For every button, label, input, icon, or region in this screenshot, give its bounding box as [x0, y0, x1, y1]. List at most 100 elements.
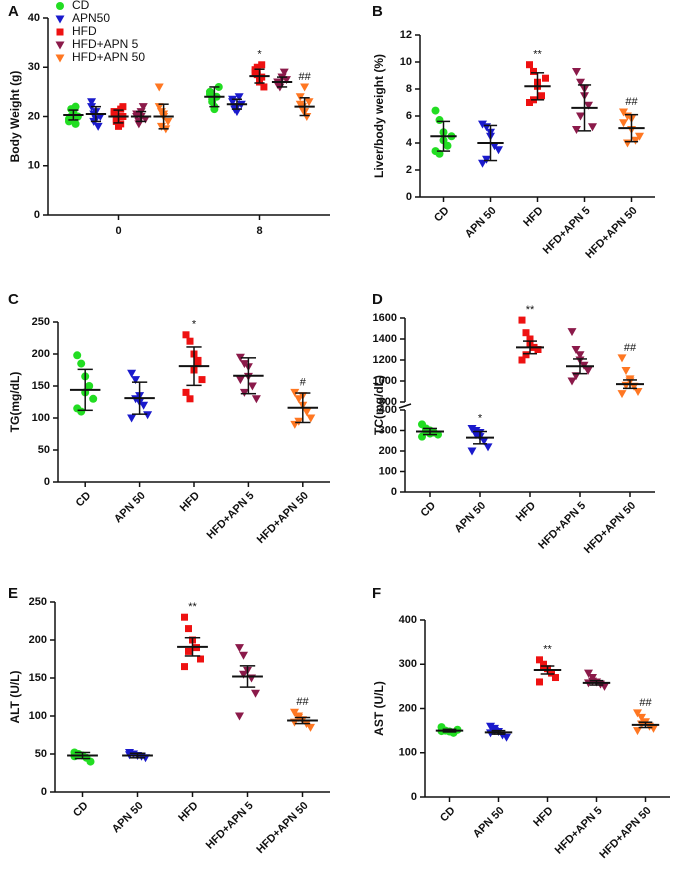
data-point — [631, 136, 640, 145]
data-point — [621, 367, 631, 375]
y-tick-label: 10 — [400, 56, 412, 68]
x-tick-label: HFD+APN 50 — [254, 800, 310, 856]
data-point — [132, 110, 142, 119]
data-point — [522, 329, 530, 337]
y-tick-label: 30 — [28, 61, 40, 73]
y-axis-label: TC(mg/dL) — [372, 375, 386, 435]
data-point — [186, 395, 194, 403]
data-point — [588, 677, 597, 686]
data-point — [186, 337, 194, 345]
y-axis-label: Liver/body weight (%) — [372, 54, 386, 178]
data-point — [479, 437, 489, 446]
data-point — [71, 119, 80, 128]
data-point — [117, 105, 125, 113]
annotation: ## — [298, 71, 311, 83]
annotation: ** — [543, 644, 552, 656]
data-point — [633, 727, 642, 736]
data-point — [635, 132, 644, 141]
y-tick-label: 50 — [35, 748, 47, 760]
data-point — [235, 712, 244, 721]
data-point — [486, 722, 495, 731]
data-point — [467, 447, 477, 456]
legend-marker — [55, 15, 65, 24]
x-tick-label: HFD+APN 50 — [255, 490, 311, 546]
data-point — [154, 103, 164, 112]
y-tick-label: 20 — [28, 110, 40, 122]
axis-break — [398, 403, 412, 409]
data-point — [572, 126, 581, 134]
panel-letter: E — [8, 585, 18, 602]
data-point — [619, 108, 628, 117]
data-point — [89, 394, 98, 403]
y-tick-label: 12 — [400, 29, 412, 41]
y-tick-label: 0 — [34, 209, 40, 221]
x-tick-label: HFD — [521, 205, 546, 230]
data-point — [181, 663, 188, 671]
y-tick-label: 150 — [32, 380, 50, 392]
data-point — [182, 388, 190, 396]
y-tick-label: 0 — [44, 476, 50, 488]
data-point — [431, 106, 440, 115]
data-point — [490, 142, 499, 151]
data-point — [294, 417, 304, 426]
data-point — [478, 159, 487, 168]
data-point — [281, 76, 291, 85]
y-tick-label: 4 — [406, 137, 413, 149]
y-tick-label: 100 — [399, 747, 417, 759]
y-tick-label: 1600 — [373, 312, 397, 324]
x-tick-label: CD — [71, 800, 91, 820]
data-point — [197, 655, 204, 663]
panel-letter: C — [8, 291, 19, 308]
data-point — [584, 669, 593, 678]
data-point — [86, 757, 95, 766]
y-tick-label: 1200 — [373, 354, 397, 366]
x-tick-label: APN 50 — [112, 490, 148, 526]
x-tick-label: 8 — [256, 225, 262, 237]
legend-marker — [55, 41, 65, 50]
x-tick-label: CD — [418, 500, 438, 520]
data-point — [482, 155, 491, 164]
y-tick-label: 300 — [399, 658, 417, 670]
annotation: ## — [639, 697, 652, 709]
annotation: ## — [624, 342, 637, 354]
data-point — [143, 411, 153, 420]
data-point — [623, 139, 632, 148]
legend-marker — [56, 2, 64, 10]
y-axis-label: ALT (U/L) — [8, 670, 22, 723]
data-point — [110, 110, 118, 118]
y-tick-label: 1000 — [373, 375, 397, 387]
data-point — [467, 424, 477, 433]
data-point — [576, 78, 585, 87]
data-point — [584, 101, 593, 110]
annotation: ** — [188, 601, 197, 613]
data-point — [526, 335, 534, 343]
data-point — [154, 83, 164, 92]
data-point — [518, 356, 526, 364]
data-point — [571, 346, 581, 354]
y-axis-label: TG(mg/dL) — [8, 372, 22, 433]
x-tick-label: HFD+APN 5 — [541, 205, 593, 257]
data-point — [251, 689, 260, 698]
y-tick-label: 10 — [28, 160, 40, 172]
legend-label: HFD+APN 5 — [72, 37, 139, 51]
data-point — [198, 376, 206, 384]
x-tick-label: 0 — [115, 225, 121, 237]
data-point — [526, 99, 533, 106]
y-tick-label: 0 — [406, 191, 412, 203]
panel-letter: D — [372, 291, 383, 308]
y-tick-label: 200 — [399, 702, 417, 714]
annotation: ** — [533, 49, 542, 61]
data-point — [637, 713, 646, 722]
data-point — [576, 112, 585, 121]
data-point — [139, 401, 149, 410]
data-point — [295, 100, 305, 109]
annotation: ## — [296, 696, 309, 708]
data-point — [483, 443, 493, 452]
data-point — [185, 625, 192, 633]
panel-letter: B — [372, 3, 383, 20]
data-point — [77, 407, 86, 416]
x-tick-label: CD — [438, 805, 458, 825]
legend-label: APN50 — [72, 11, 110, 25]
data-point — [93, 122, 103, 131]
